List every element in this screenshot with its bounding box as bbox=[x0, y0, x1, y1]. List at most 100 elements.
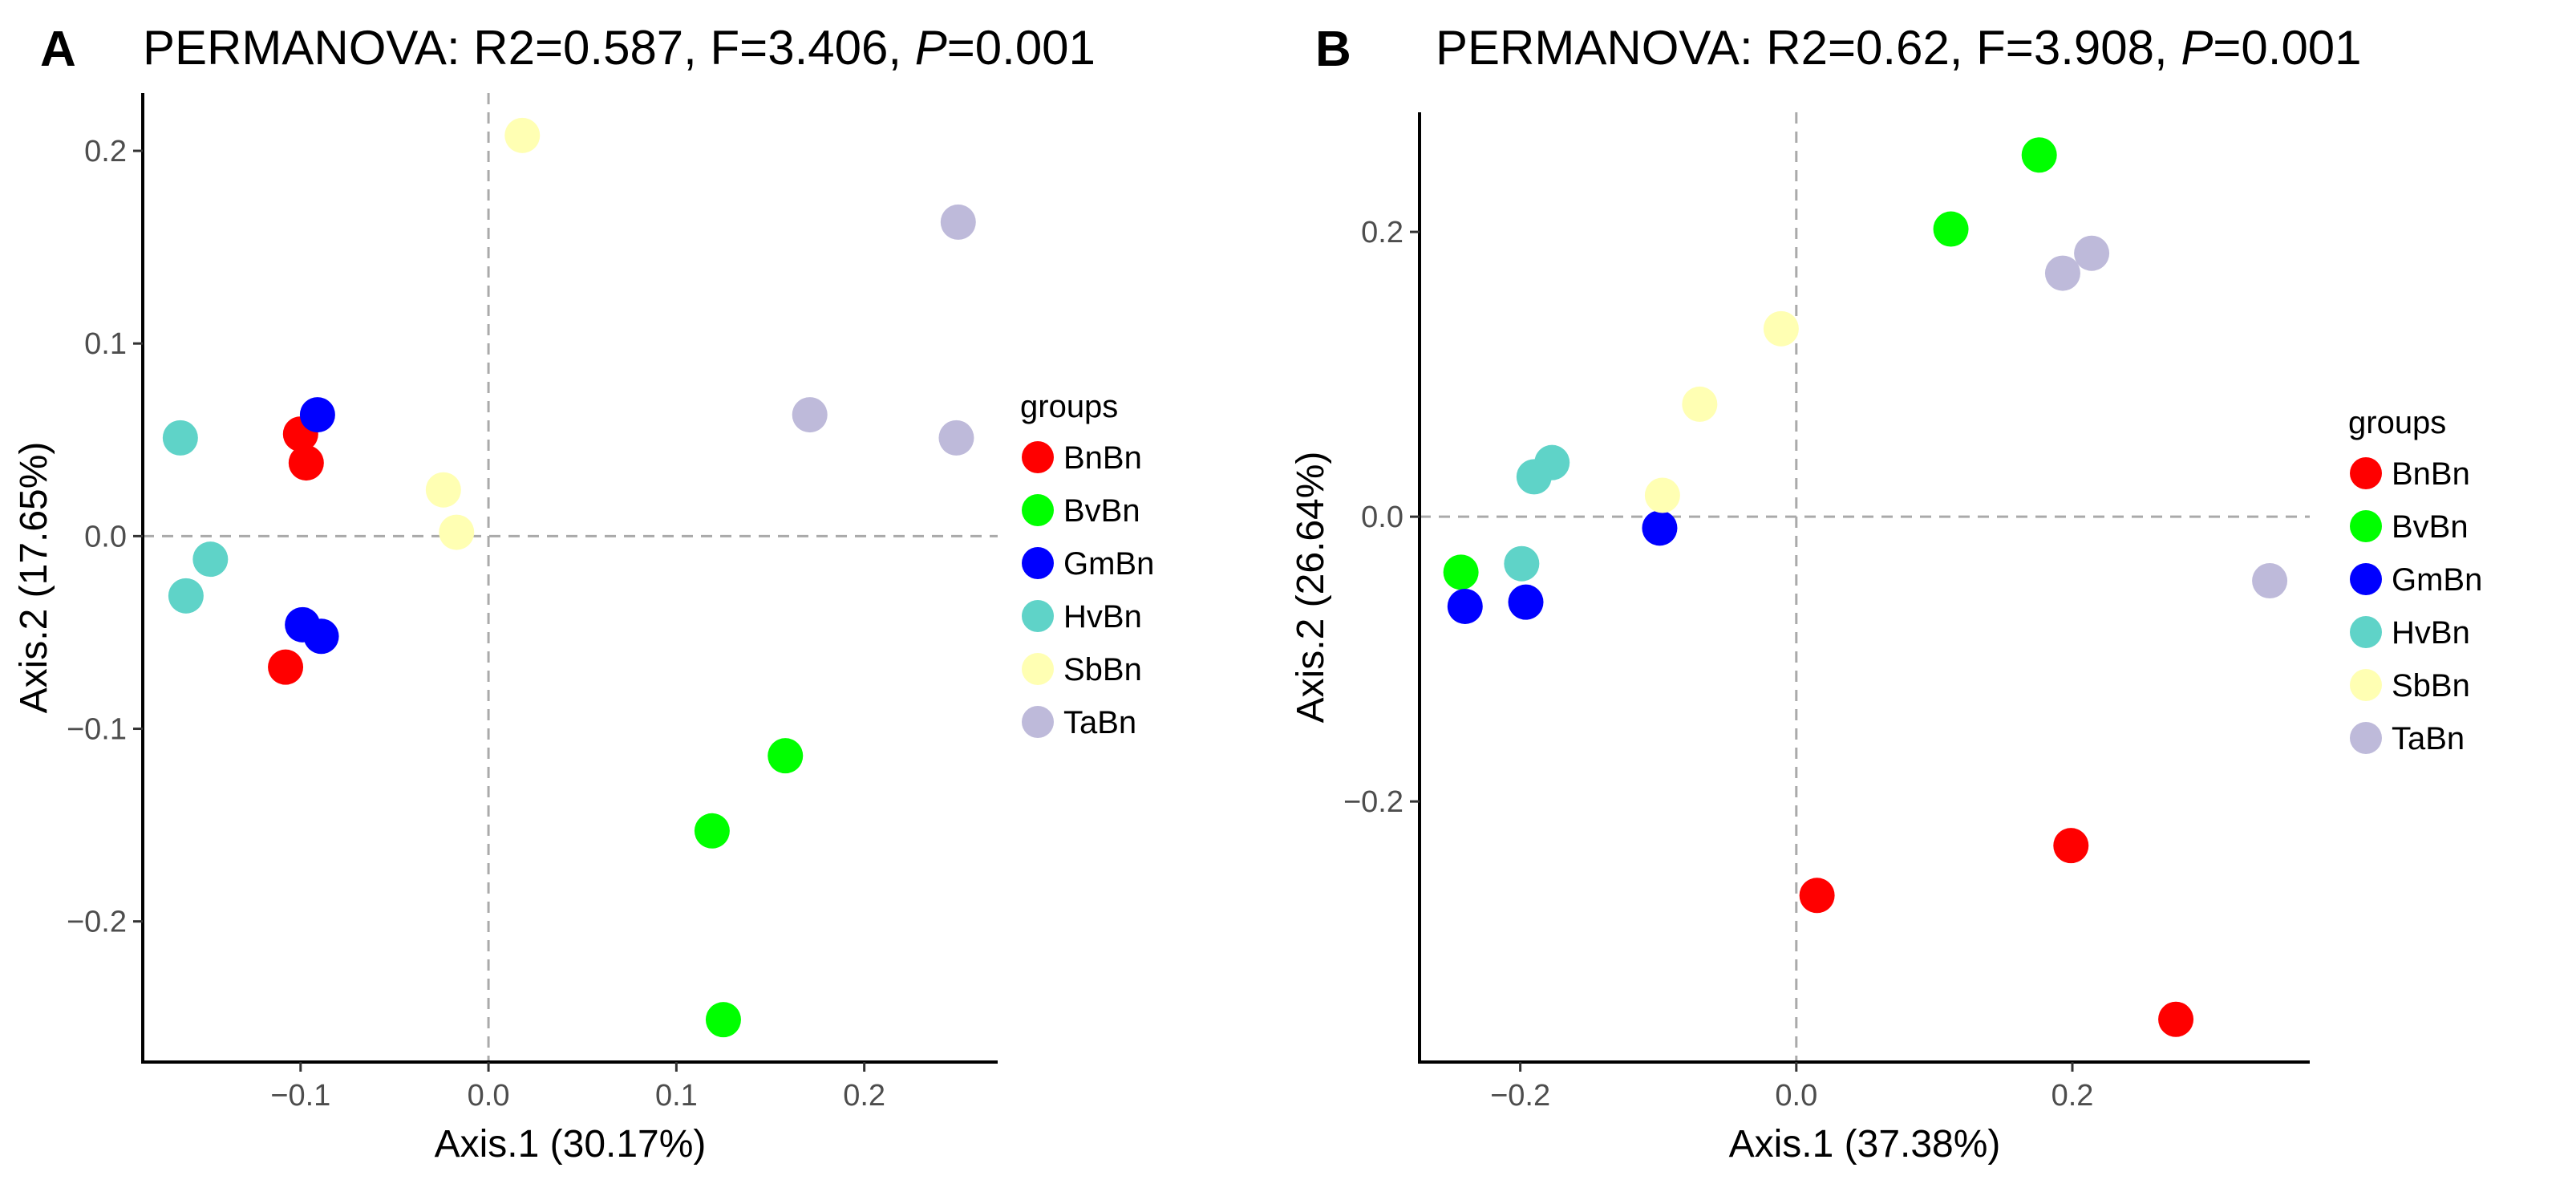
data-point-TaBn bbox=[938, 420, 974, 456]
x-tick-label: −0.2 bbox=[1490, 1079, 1550, 1113]
x-tick-label: 0.0 bbox=[468, 1079, 510, 1113]
legend-swatch bbox=[1022, 441, 1054, 473]
legend-title: groups bbox=[2348, 405, 2446, 440]
series-BvBn bbox=[1443, 137, 2057, 590]
title-p-value: =0.001 bbox=[2213, 21, 2361, 75]
legend-swatch bbox=[1022, 600, 1054, 632]
legend-label: BnBn bbox=[2392, 456, 2470, 492]
series-GmBn bbox=[285, 397, 339, 655]
legend-swatch bbox=[1022, 494, 1054, 526]
data-point-BnBn bbox=[1799, 878, 1835, 914]
x-axis-title: Axis.1 (37.38%) bbox=[1729, 1123, 2001, 1166]
data-point-BnBn bbox=[268, 649, 304, 685]
legend-title: groups bbox=[1020, 389, 1118, 424]
legend-label: BvBn bbox=[1063, 493, 1140, 529]
legend-item-GmBn: GmBn bbox=[1022, 546, 1154, 582]
legend-item-BvBn: BvBn bbox=[2350, 509, 2469, 545]
legend-item-BnBn: BnBn bbox=[1022, 440, 1142, 476]
legend-label: BvBn bbox=[2392, 509, 2469, 545]
y-tick-label: 0.0 bbox=[1361, 501, 1403, 534]
data-point-HvBn bbox=[192, 541, 229, 578]
x-tick-label: 0.2 bbox=[2051, 1079, 2094, 1113]
series-HvBn bbox=[1504, 444, 1570, 582]
legend-swatch bbox=[2350, 722, 2382, 754]
legend-swatch bbox=[2350, 563, 2382, 595]
data-point-GmBn bbox=[1447, 588, 1483, 624]
data-point-SbBn bbox=[439, 514, 475, 550]
data-point-BvBn bbox=[694, 813, 730, 849]
data-point-SbBn bbox=[1644, 477, 1680, 513]
legend-label: SbBn bbox=[2392, 668, 2470, 703]
x-axis-title: Axis.1 (30.17%) bbox=[435, 1123, 707, 1166]
data-point-BnBn bbox=[288, 445, 324, 481]
legend-swatch bbox=[2350, 669, 2382, 701]
legend-label: BnBn bbox=[1063, 440, 1142, 476]
series-BnBn bbox=[1799, 828, 2194, 1037]
legend-item-SbBn: SbBn bbox=[2350, 668, 2470, 703]
data-point-HvBn bbox=[168, 578, 204, 614]
title-p-symbol: P bbox=[2181, 21, 2213, 75]
data-point-BvBn bbox=[768, 738, 804, 774]
data-point-SbBn bbox=[425, 472, 461, 508]
legend-swatch bbox=[1022, 653, 1054, 685]
legend-swatch bbox=[1022, 547, 1054, 579]
legend-item-BvBn: BvBn bbox=[1022, 493, 1140, 529]
y-tick-label: 0.2 bbox=[84, 135, 127, 168]
chart-title: PERMANOVA: R2=0.62, F=3.908, P=0.001 bbox=[1436, 21, 2362, 75]
data-point-HvBn bbox=[162, 420, 198, 456]
legend-item-TaBn: TaBn bbox=[2350, 721, 2465, 756]
chart-title: PERMANOVA: R2=0.587, F=3.406, P=0.001 bbox=[143, 21, 1096, 75]
data-point-TaBn bbox=[2044, 255, 2080, 291]
panel-A: A PERMANOVA: R2=0.587, F=3.406, P=0.001 −0… bbox=[13, 21, 1154, 1166]
y-tick-label: −0.2 bbox=[67, 906, 127, 939]
y-tick-label: −0.1 bbox=[67, 713, 127, 747]
data-point-BvBn bbox=[2021, 137, 2057, 173]
legend-label: TaBn bbox=[1063, 705, 1136, 740]
legend-item-HvBn: HvBn bbox=[2350, 615, 2470, 651]
panel-B: B PERMANOVA: R2=0.62, F=3.908, P=0.001 −0.… bbox=[1290, 21, 2482, 1166]
legend-item-GmBn: GmBn bbox=[2350, 562, 2482, 598]
legend-label: HvBn bbox=[2392, 615, 2470, 651]
data-point-GmBn bbox=[303, 618, 339, 655]
y-tick-label: 0.0 bbox=[84, 520, 127, 553]
series-BvBn bbox=[694, 738, 804, 1038]
data-point-BvBn bbox=[1933, 211, 1969, 247]
x-tick-label: 0.1 bbox=[655, 1079, 698, 1113]
data-point-TaBn bbox=[792, 397, 828, 433]
legend-swatch bbox=[2350, 616, 2382, 648]
legend: groups BnBn BvBn GmBn HvBn SbBn TaBn bbox=[1020, 389, 1154, 740]
legend-label: GmBn bbox=[2392, 562, 2482, 598]
x-tick-label: −0.1 bbox=[270, 1079, 330, 1113]
panel-label: B bbox=[1315, 22, 1351, 77]
data-point-TaBn bbox=[940, 204, 976, 240]
data-point-BnBn bbox=[2158, 1001, 2194, 1037]
data-point-BnBn bbox=[2053, 828, 2089, 864]
legend-label: GmBn bbox=[1063, 546, 1154, 582]
legend-item-TaBn: TaBn bbox=[1022, 705, 1136, 740]
data-point-TaBn bbox=[2252, 563, 2288, 599]
y-tick-label: −0.2 bbox=[1343, 785, 1403, 819]
title-p-symbol: P bbox=[915, 21, 947, 75]
series-HvBn bbox=[162, 420, 229, 614]
legend-swatch bbox=[2350, 510, 2382, 542]
panel-label: A bbox=[40, 22, 76, 77]
data-point-BvBn bbox=[1443, 554, 1479, 590]
data-point-SbBn bbox=[504, 117, 541, 153]
y-tick-label: 0.1 bbox=[84, 327, 127, 361]
legend-swatch bbox=[1022, 706, 1054, 738]
data-point-HvBn bbox=[1504, 545, 1540, 582]
legend-swatch bbox=[2350, 457, 2382, 489]
title-p-value: =0.001 bbox=[947, 21, 1096, 75]
y-tick-label: 0.2 bbox=[1361, 216, 1403, 249]
series-TaBn bbox=[2044, 235, 2288, 599]
legend-item-SbBn: SbBn bbox=[1022, 652, 1142, 687]
data-point-BvBn bbox=[705, 1002, 741, 1038]
series-SbBn bbox=[425, 117, 541, 550]
y-axis-title: Axis.2 (26.64%) bbox=[1290, 452, 1332, 724]
y-axis-title: Axis.2 (17.65%) bbox=[13, 442, 55, 714]
data-point-GmBn bbox=[1508, 584, 1544, 620]
data-point-HvBn bbox=[1516, 459, 1552, 495]
data-point-SbBn bbox=[1763, 310, 1799, 347]
x-tick-label: 0.0 bbox=[1775, 1079, 1817, 1113]
data-point-TaBn bbox=[2074, 235, 2110, 271]
